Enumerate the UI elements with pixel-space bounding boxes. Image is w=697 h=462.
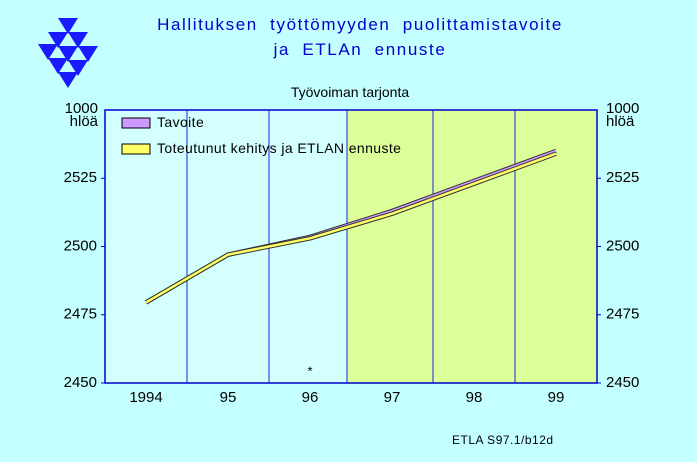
- plot-background: [105, 110, 347, 383]
- x-tick-label: 97: [384, 389, 401, 406]
- x-tick-label: 95: [220, 389, 237, 406]
- y2-axis-label: 1000 hlöä: [606, 100, 640, 130]
- x-tick-label: 99: [548, 389, 565, 406]
- y2-tick-label: 2450: [606, 374, 639, 391]
- series-line: [145, 152, 557, 304]
- legend-label: Tavoite: [157, 114, 205, 130]
- y-axis-label: 1000 hlöä: [64, 100, 98, 130]
- logo: [38, 18, 98, 88]
- y-tick-label: 2500: [64, 237, 97, 254]
- y2-tick-label: 2525: [606, 169, 639, 186]
- y-tick-label: 2450: [64, 374, 97, 391]
- y2-tick-label: 2475: [606, 306, 639, 323]
- chart-title: Hallituksen työttömyyden puolittamistavo…: [157, 15, 563, 59]
- annotation: *: [307, 363, 312, 378]
- plot-frame: [104, 109, 598, 384]
- x-tick-label: 98: [466, 389, 483, 406]
- legend-swatch: [121, 143, 151, 155]
- x-tick-label: 1994: [129, 389, 162, 406]
- y-tick-label: 2475: [64, 306, 97, 323]
- legend-swatch: [121, 117, 151, 129]
- chart-subtitle: Työvoiman tarjonta: [290, 84, 410, 100]
- source-note: ETLA S97.1/b12d: [452, 433, 554, 447]
- legend-label: Toteutunut kehitys ja ETLAN ennuste: [157, 140, 402, 156]
- x-tick-label: 96: [302, 389, 319, 406]
- y2-tick-label: 2500: [606, 237, 639, 254]
- y-tick-label: 2525: [64, 169, 97, 186]
